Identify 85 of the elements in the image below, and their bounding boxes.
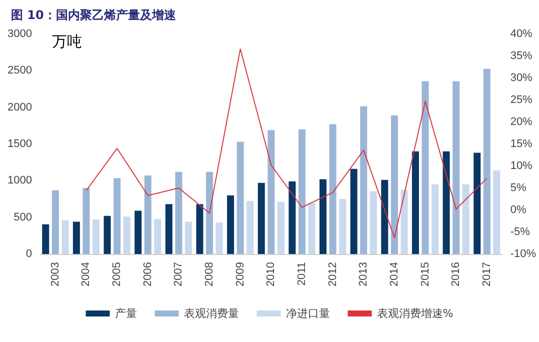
bar: [246, 200, 254, 254]
bar: [258, 182, 265, 254]
bar: [227, 195, 234, 254]
bar: [432, 184, 439, 254]
y2-tick-label: 15%: [510, 138, 533, 150]
bar: [123, 216, 130, 254]
bar: [400, 190, 408, 254]
bar: [320, 179, 327, 254]
y-axis-title: 万吨: [52, 32, 82, 50]
bar: [370, 191, 377, 254]
y2-tick-label: 30%: [510, 72, 533, 84]
x-tick-label: 2004: [80, 262, 92, 286]
bar: [329, 124, 336, 254]
bar: [462, 184, 470, 254]
x-tick-label: 2003: [49, 262, 62, 286]
x-tick-label: 2011: [296, 262, 308, 286]
legend-label: 产量: [114, 307, 137, 320]
bar: [268, 130, 275, 254]
y-tick-label: 1000: [8, 174, 32, 187]
bar: [42, 224, 50, 254]
y2-tick-label: -10%: [510, 248, 536, 260]
y2-tick-label: 35%: [510, 50, 533, 62]
bar: [114, 178, 121, 254]
legend-label: 净进口量: [286, 307, 330, 320]
bar: [493, 170, 500, 254]
bar: [175, 172, 182, 254]
line-series: [86, 48, 488, 238]
y-tick-label: 3000: [8, 28, 32, 40]
bar: [62, 220, 69, 254]
x-tick-label: 2013: [358, 262, 370, 286]
chart-title: 图 10：国内聚乙烯产量及增速: [11, 8, 177, 22]
bar: [154, 219, 162, 254]
bar: [92, 220, 100, 254]
bar: [52, 190, 59, 254]
bar: [350, 168, 358, 254]
y2-tick-label: 10%: [510, 160, 533, 172]
x-tick-label: 2012: [326, 262, 339, 286]
y-tick-label: 2500: [8, 64, 32, 77]
y2-tick-label: 40%: [510, 28, 533, 40]
bar: [483, 68, 490, 254]
bar: [288, 181, 296, 254]
bar: [72, 222, 80, 254]
bar: [308, 203, 316, 254]
bar: [412, 151, 419, 254]
bar: [216, 222, 223, 254]
bar: [381, 180, 388, 254]
bar: [206, 172, 214, 254]
y2-tick-label: 0%: [510, 204, 526, 216]
bar: [452, 81, 460, 254]
bar: [422, 81, 429, 254]
y2-tick-label: 5%: [510, 182, 526, 194]
x-tick-label: 2006: [142, 262, 154, 286]
bar: [277, 202, 284, 254]
bar: [134, 210, 142, 254]
bar: [236, 142, 244, 254]
bar: [82, 188, 90, 254]
y-tick-label: 2000: [8, 101, 32, 114]
x-tick-label: 2014: [388, 262, 400, 286]
bar: [339, 199, 346, 254]
x-tick-label: 2017: [480, 262, 493, 286]
legend-label: 表观消费量: [184, 307, 239, 320]
bar: [360, 106, 368, 254]
bar: [390, 115, 398, 254]
bar: [144, 176, 152, 254]
bar: [442, 151, 450, 254]
x-tick-label: 2015: [419, 262, 432, 286]
x-tick-label: 2005: [111, 262, 124, 286]
y2-tick-label: 20%: [510, 116, 533, 128]
bar: [474, 152, 481, 254]
y-tick-label: 1500: [8, 138, 32, 150]
bar: [165, 204, 172, 254]
y2-tick-label: -5%: [510, 226, 530, 238]
x-tick-label: 2009: [234, 262, 246, 286]
bar: [184, 222, 192, 254]
y-tick-label: 500: [14, 211, 32, 224]
y2-tick-label: 25%: [510, 94, 533, 106]
legend-label: 表观消费增速%: [376, 307, 454, 320]
bar: [104, 216, 111, 254]
x-tick-label: 2008: [204, 262, 216, 286]
x-tick-label: 2007: [172, 262, 185, 286]
x-tick-label: 2016: [450, 262, 462, 286]
bar: [298, 129, 306, 254]
y-tick-label: 0: [26, 248, 32, 260]
bar: [196, 204, 204, 254]
x-tick-label: 2010: [265, 262, 278, 286]
